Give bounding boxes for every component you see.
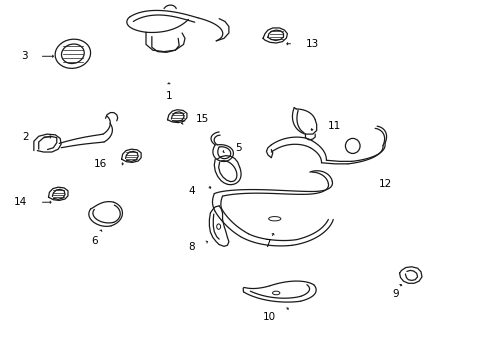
- Text: 15: 15: [195, 114, 208, 124]
- Text: 3: 3: [21, 51, 27, 61]
- Text: 14: 14: [14, 197, 27, 207]
- Text: 2: 2: [22, 132, 29, 142]
- Text: 7: 7: [264, 239, 271, 249]
- Text: 10: 10: [263, 312, 276, 322]
- Text: 16: 16: [94, 159, 107, 169]
- Text: 4: 4: [188, 186, 194, 197]
- Text: 13: 13: [305, 39, 318, 49]
- Text: 5: 5: [234, 143, 241, 153]
- Text: 9: 9: [391, 289, 398, 299]
- Text: 6: 6: [91, 236, 98, 246]
- Text: 11: 11: [327, 121, 340, 131]
- Text: 8: 8: [188, 242, 194, 252]
- Text: 12: 12: [379, 179, 392, 189]
- Text: 1: 1: [165, 91, 172, 101]
